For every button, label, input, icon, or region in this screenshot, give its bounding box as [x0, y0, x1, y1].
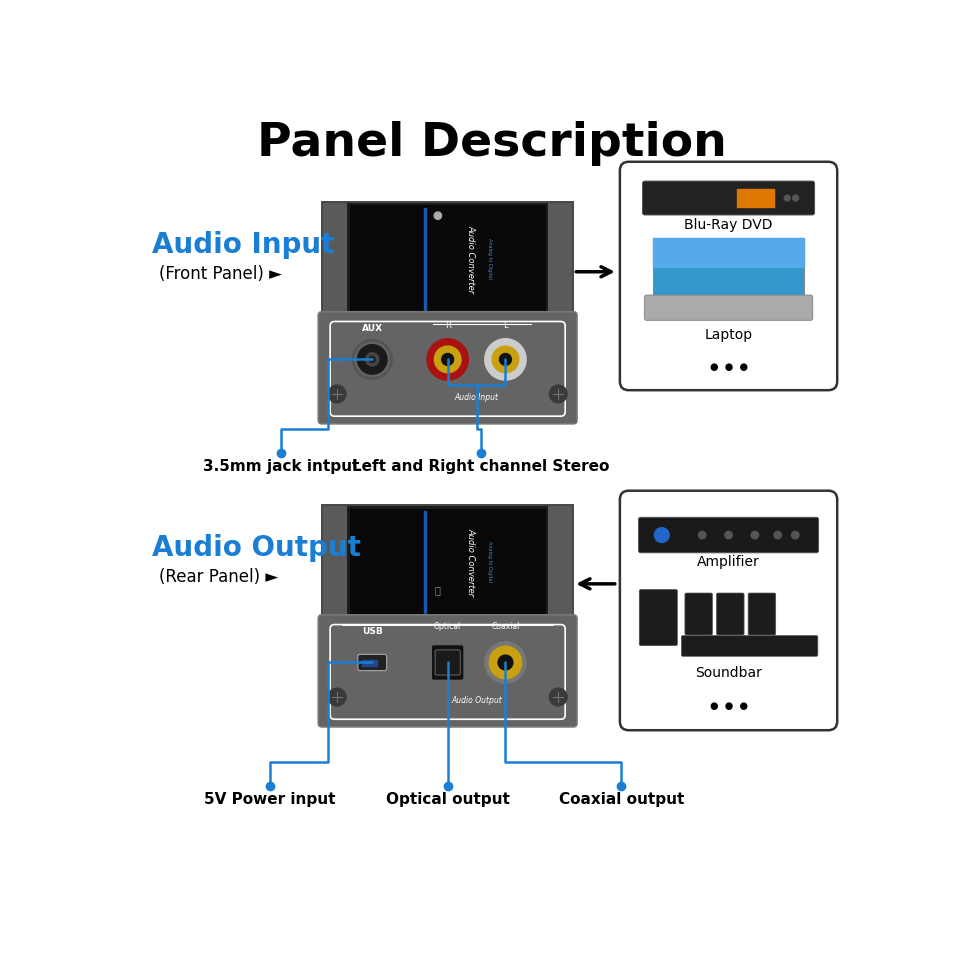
Circle shape — [328, 385, 346, 403]
Text: L: L — [503, 322, 508, 330]
Circle shape — [549, 385, 567, 403]
Circle shape — [792, 532, 799, 539]
Text: Optical: Optical — [434, 622, 461, 632]
Text: Analog to Digital: Analog to Digital — [487, 238, 492, 279]
Circle shape — [366, 352, 379, 366]
FancyBboxPatch shape — [748, 593, 776, 635]
Text: Panel Description: Panel Description — [257, 121, 727, 166]
Text: Audio Input: Audio Input — [152, 230, 334, 258]
FancyBboxPatch shape — [642, 181, 815, 215]
Text: 3.5mm jack intput: 3.5mm jack intput — [204, 459, 359, 474]
Circle shape — [328, 688, 346, 706]
Text: Coaxial: Coaxial — [492, 622, 519, 632]
Text: Blu-Ray DVD: Blu-Ray DVD — [684, 219, 773, 232]
Text: Audio Output: Audio Output — [451, 696, 502, 705]
Text: ●  ●  ●: ● ● ● — [709, 362, 748, 372]
Text: Optical output: Optical output — [386, 792, 510, 806]
Text: (Front Panel) ►: (Front Panel) ► — [159, 265, 282, 283]
FancyBboxPatch shape — [322, 505, 348, 618]
FancyBboxPatch shape — [322, 202, 573, 316]
Circle shape — [485, 642, 526, 684]
Circle shape — [725, 532, 732, 539]
Text: Soundbar: Soundbar — [695, 665, 762, 680]
Bar — [362, 660, 377, 666]
Bar — [737, 189, 774, 206]
Text: ⏻: ⏻ — [435, 586, 441, 595]
Text: Left and Right channel Stereo: Left and Right channel Stereo — [352, 459, 610, 474]
Circle shape — [774, 532, 781, 539]
Text: (Rear Panel) ►: (Rear Panel) ► — [159, 568, 278, 587]
Circle shape — [370, 356, 375, 362]
Text: Audio Output: Audio Output — [152, 534, 361, 562]
Text: Audio Converter: Audio Converter — [467, 528, 475, 596]
Circle shape — [784, 195, 790, 201]
Circle shape — [498, 655, 513, 670]
Circle shape — [485, 339, 526, 380]
FancyBboxPatch shape — [684, 593, 712, 635]
FancyBboxPatch shape — [620, 491, 837, 731]
FancyBboxPatch shape — [319, 614, 577, 727]
FancyBboxPatch shape — [322, 202, 348, 316]
FancyBboxPatch shape — [620, 162, 837, 390]
FancyBboxPatch shape — [653, 238, 804, 296]
Bar — [653, 238, 804, 267]
Circle shape — [442, 353, 453, 366]
FancyBboxPatch shape — [548, 202, 573, 316]
Text: Laptop: Laptop — [705, 328, 753, 342]
Circle shape — [492, 347, 518, 372]
FancyBboxPatch shape — [431, 645, 464, 681]
FancyBboxPatch shape — [682, 636, 818, 657]
Text: AUX: AUX — [362, 324, 383, 332]
Bar — [424, 207, 426, 310]
Bar — [424, 511, 426, 612]
Text: USB: USB — [362, 627, 383, 636]
Text: Audio Converter: Audio Converter — [467, 225, 475, 293]
FancyBboxPatch shape — [349, 509, 545, 615]
Text: Audio Input: Audio Input — [454, 393, 498, 401]
Circle shape — [434, 212, 442, 219]
Circle shape — [357, 345, 387, 374]
FancyBboxPatch shape — [349, 205, 545, 312]
Circle shape — [427, 339, 468, 380]
FancyBboxPatch shape — [644, 295, 813, 321]
FancyBboxPatch shape — [548, 505, 573, 618]
Circle shape — [549, 688, 567, 706]
Text: ●  ●  ●: ● ● ● — [709, 701, 748, 710]
FancyBboxPatch shape — [435, 650, 460, 675]
Circle shape — [751, 532, 758, 539]
Text: Analog to Digital: Analog to Digital — [487, 541, 492, 583]
Circle shape — [434, 347, 461, 372]
Text: Coaxial output: Coaxial output — [559, 792, 684, 806]
FancyBboxPatch shape — [638, 517, 819, 553]
Text: 5V Power input: 5V Power input — [204, 792, 336, 806]
FancyBboxPatch shape — [322, 505, 573, 618]
FancyBboxPatch shape — [319, 312, 577, 423]
Circle shape — [499, 353, 512, 366]
Circle shape — [490, 646, 521, 679]
FancyBboxPatch shape — [639, 589, 678, 646]
FancyBboxPatch shape — [716, 593, 744, 635]
Circle shape — [699, 532, 706, 539]
Text: Amplifier: Amplifier — [697, 555, 760, 568]
Circle shape — [793, 195, 799, 201]
FancyBboxPatch shape — [358, 655, 387, 671]
Circle shape — [655, 528, 669, 542]
Text: R: R — [444, 322, 450, 330]
